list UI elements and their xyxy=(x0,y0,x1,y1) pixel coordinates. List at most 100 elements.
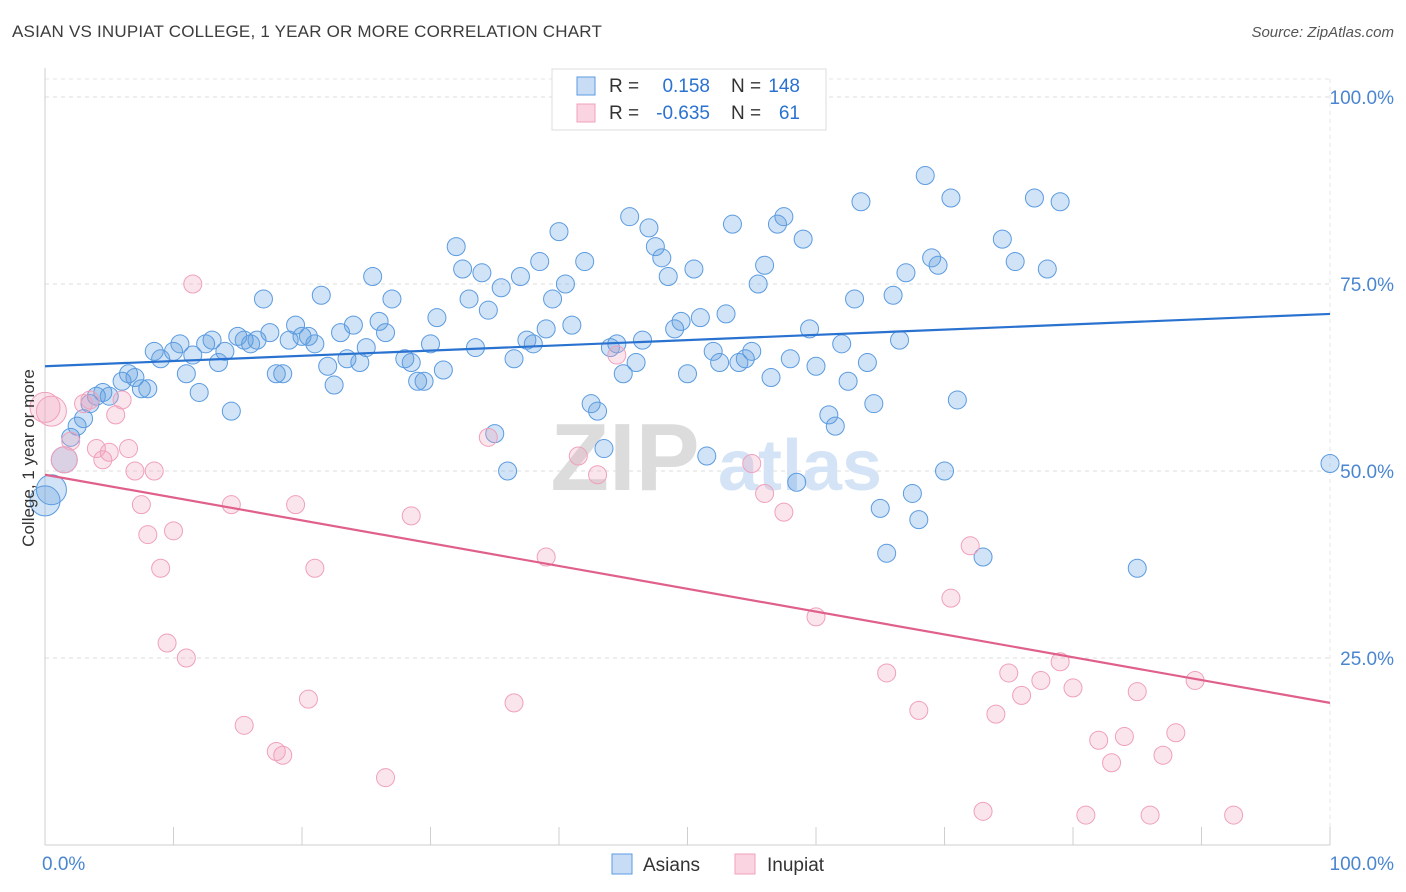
point-asians-54 xyxy=(408,371,428,391)
point-asians-70 xyxy=(517,330,537,350)
point-asians-81 xyxy=(594,439,614,459)
point-inupiat-55 xyxy=(1127,682,1147,702)
point-asians-85 xyxy=(620,207,640,227)
point-asians-137 xyxy=(992,229,1012,249)
point-inupiat-36 xyxy=(742,454,762,474)
point-inupiat-43 xyxy=(960,536,980,556)
point-asians-110 xyxy=(780,349,800,369)
point-asians-116 xyxy=(825,416,845,436)
y-axis-label: College, 1 year or more xyxy=(19,369,38,547)
stats-swatch-asians xyxy=(576,76,596,96)
point-asians-73 xyxy=(536,319,556,339)
point-asians-138 xyxy=(1005,252,1025,272)
point-inupiat-23 xyxy=(266,742,286,761)
legend-swatch-asians xyxy=(611,853,633,875)
point-asians-78 xyxy=(575,252,595,272)
point-asians-9 xyxy=(99,386,119,406)
point-asians-105 xyxy=(748,274,768,294)
point-asians-63 xyxy=(472,263,492,283)
point-asians-104 xyxy=(742,341,762,361)
point-inupiat-57 xyxy=(1153,745,1173,765)
point-asians-86 xyxy=(626,353,646,373)
legend-swatch-inupiat xyxy=(734,853,756,875)
point-asians-56 xyxy=(421,334,440,354)
y-tick-label-1: 75.0% xyxy=(1340,275,1394,296)
point-asians-91 xyxy=(658,267,678,287)
y-tick-label-0: 100.0% xyxy=(1330,88,1395,109)
stats-r-label-asians: R = xyxy=(609,76,639,97)
point-asians-61 xyxy=(459,289,479,309)
point-asians-135 xyxy=(947,390,967,410)
point-asians-114 xyxy=(806,356,826,376)
point-inupiat-12 xyxy=(125,461,145,481)
point-inupiat-4 xyxy=(74,394,94,414)
point-asians-128 xyxy=(902,483,922,503)
point-asians-89 xyxy=(645,237,665,257)
point-asians-15 xyxy=(144,341,164,361)
point-asians-139 xyxy=(1024,188,1044,208)
point-asians-142 xyxy=(1127,558,1147,578)
point-inupiat-42 xyxy=(941,588,961,608)
point-inupiat-46 xyxy=(999,663,1019,683)
point-asians-112 xyxy=(793,229,813,249)
watermark: ZIP atlas xyxy=(550,404,882,511)
point-asians-11 xyxy=(119,364,139,384)
point-inupiat-16 xyxy=(151,558,171,578)
point-asians-125 xyxy=(883,285,903,305)
point-asians-95 xyxy=(684,259,704,279)
point-asians-140 xyxy=(1037,259,1057,279)
point-asians-69 xyxy=(510,267,530,287)
point-asians-0 xyxy=(29,485,61,517)
point-inupiat-24 xyxy=(273,745,293,765)
point-inupiat-51 xyxy=(1076,805,1096,825)
point-asians-42 xyxy=(324,375,344,395)
point-asians-10 xyxy=(112,371,132,391)
point-asians-120 xyxy=(851,192,871,212)
point-asians-124 xyxy=(877,543,897,563)
point-inupiat-17 xyxy=(157,633,177,653)
stats-r-label-inupiat: R = xyxy=(609,103,639,124)
point-asians-133 xyxy=(935,461,954,481)
point-inupiat-0 xyxy=(29,391,61,423)
point-asians-1 xyxy=(35,474,67,506)
trend-line-inupiat xyxy=(44,473,1331,704)
point-inupiat-13 xyxy=(131,495,151,515)
point-asians-134 xyxy=(941,188,961,208)
point-asians-59 xyxy=(446,237,466,257)
point-asians-118 xyxy=(838,371,858,391)
point-asians-108 xyxy=(767,214,787,234)
point-asians-74 xyxy=(543,289,563,309)
stats-n-value-inupiat: 61 xyxy=(779,103,800,124)
point-inupiat-31 xyxy=(504,693,524,713)
point-inupiat-19 xyxy=(176,648,196,668)
point-asians-25 xyxy=(215,341,235,361)
stats-box: R = 0.158 N = 148 R = -0.635 N = 61 xyxy=(551,68,827,131)
point-asians-93 xyxy=(671,311,691,331)
point-asians-51 xyxy=(382,289,402,309)
point-asians-131 xyxy=(922,248,942,268)
point-asians-48 xyxy=(363,267,383,287)
point-asians-129 xyxy=(909,510,929,530)
point-inupiat-22 xyxy=(234,715,254,735)
point-asians-53 xyxy=(401,353,421,373)
point-inupiat-1 xyxy=(35,395,67,427)
point-asians-26 xyxy=(221,401,241,421)
point-asians-92 xyxy=(665,319,685,339)
point-inupiat-30 xyxy=(478,427,498,447)
point-inupiat-25 xyxy=(286,495,306,515)
point-asians-67 xyxy=(498,461,518,481)
point-inupiat-32 xyxy=(536,547,556,567)
point-inupiat-6 xyxy=(86,439,106,459)
point-asians-49 xyxy=(369,311,389,331)
legend: Asians Inupiat xyxy=(611,853,825,876)
point-inupiat-41 xyxy=(909,700,929,720)
point-inupiat-5 xyxy=(80,390,100,410)
point-inupiat-18 xyxy=(164,521,183,541)
point-asians-102 xyxy=(729,353,749,373)
point-asians-21 xyxy=(189,382,209,402)
point-inupiat-48 xyxy=(1031,670,1051,690)
point-asians-100 xyxy=(716,304,736,324)
point-asians-64 xyxy=(478,300,498,320)
